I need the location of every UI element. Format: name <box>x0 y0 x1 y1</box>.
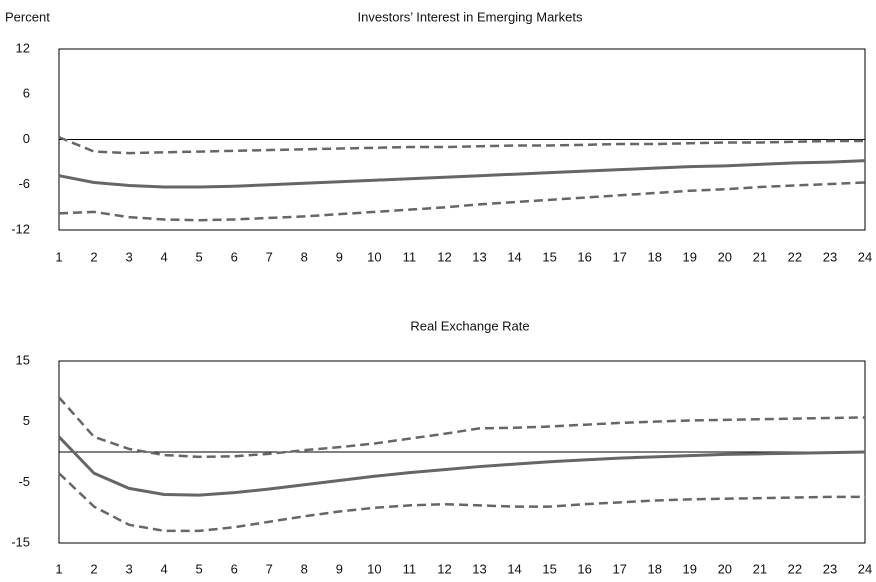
x-tick-label: 23 <box>823 561 837 576</box>
band-line <box>58 472 865 533</box>
x-tick-label: 14 <box>507 561 521 576</box>
x-tick-label: 17 <box>612 249 626 264</box>
x-tick-label: 12 <box>437 561 451 576</box>
x-tick-label: 13 <box>472 561 486 576</box>
x-tick-label: 24 <box>858 249 872 264</box>
x-tick-label: 16 <box>577 561 591 576</box>
x-tick-label: 8 <box>301 249 308 264</box>
x-tick-label: 4 <box>161 249 168 264</box>
x-tick-label: 10 <box>367 561 381 576</box>
x-tick-label: 21 <box>753 561 767 576</box>
x-tick-label: 9 <box>336 249 343 264</box>
y-tick-label: 12 <box>16 40 30 55</box>
x-tick-label: 11 <box>403 249 417 264</box>
x-tick-label: 6 <box>231 561 238 576</box>
x-tick-label: 16 <box>577 249 591 264</box>
x-tick-label: 20 <box>718 249 732 264</box>
y-tick-label: 15 <box>16 352 30 367</box>
y-tick-label: -5 <box>18 474 30 489</box>
x-tick-label: 13 <box>472 249 486 264</box>
x-tick-label: 5 <box>196 249 203 264</box>
x-tick-label: 3 <box>125 249 132 264</box>
y-tick-label: -12 <box>11 221 30 236</box>
x-tick-label: 1 <box>55 249 62 264</box>
x-tick-label: 19 <box>683 249 697 264</box>
x-tick-label: 22 <box>788 249 802 264</box>
x-tick-label: 15 <box>542 249 556 264</box>
series-line <box>58 159 866 189</box>
y-axis-label: Percent <box>5 9 50 24</box>
y-tick-label: 6 <box>23 86 30 101</box>
series-line <box>57 435 866 497</box>
x-tick-label: 3 <box>125 561 132 576</box>
x-tick-label: 12 <box>437 249 451 264</box>
x-tick-label: 19 <box>683 561 697 576</box>
x-tick-label: 7 <box>266 561 273 576</box>
y-tick-label: -6 <box>18 176 30 191</box>
band-line <box>58 181 866 222</box>
x-tick-label: 24 <box>858 561 872 576</box>
x-tick-label: 14 <box>507 249 521 264</box>
x-tick-label: 15 <box>542 561 556 576</box>
y-tick-label: 0 <box>23 131 30 146</box>
x-tick-label: 2 <box>90 249 97 264</box>
x-tick-label: 7 <box>266 249 273 264</box>
x-tick-label: 17 <box>612 561 626 576</box>
x-tick-label: 9 <box>336 561 343 576</box>
band-line <box>58 136 865 155</box>
y-tick-label: 5 <box>23 413 30 428</box>
x-tick-label: 10 <box>367 249 381 264</box>
y-tick-label: -15 <box>11 534 30 549</box>
x-tick-label: 1 <box>55 561 62 576</box>
x-tick-label: 18 <box>648 249 662 264</box>
chart-title: Investors’ Interest in Emerging Markets <box>358 9 583 24</box>
chart-title: Real Exchange Rate <box>410 318 529 333</box>
x-tick-label: 11 <box>403 561 417 576</box>
x-tick-label: 21 <box>753 249 767 264</box>
x-tick-label: 20 <box>718 561 732 576</box>
x-tick-label: 22 <box>788 561 802 576</box>
x-tick-label: 8 <box>301 561 308 576</box>
x-tick-label: 18 <box>648 561 662 576</box>
x-tick-label: 4 <box>161 561 168 576</box>
x-tick-label: 2 <box>90 561 97 576</box>
x-tick-label: 6 <box>231 249 238 264</box>
band-line <box>58 396 866 459</box>
x-tick-label: 23 <box>823 249 837 264</box>
x-tick-label: 5 <box>196 561 203 576</box>
